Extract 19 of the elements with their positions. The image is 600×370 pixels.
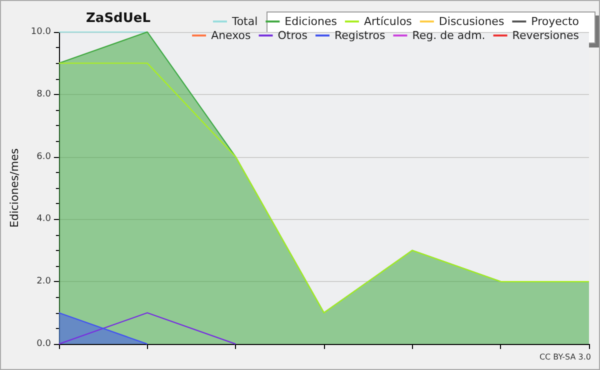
y-tick-label: 0.0 xyxy=(36,339,52,349)
legend-label: Reversiones xyxy=(512,29,580,42)
y-tick-label: 8.0 xyxy=(36,89,52,100)
legend-label: Total xyxy=(230,15,258,28)
text: CC BY-SA 3.0 xyxy=(539,352,592,362)
y-tick-label: 6.0 xyxy=(36,152,52,162)
legend-label: Ediciones xyxy=(284,15,338,28)
legend-label: Artículos xyxy=(364,15,412,28)
y-axis-title: Ediciones/mes xyxy=(8,148,21,228)
legend-label: Otros xyxy=(278,29,308,42)
legend-label: Reg. de adm. xyxy=(412,29,486,42)
legend-label: Discusiones xyxy=(438,15,504,28)
legend-label: Registros xyxy=(334,29,386,42)
legend-label: Proyecto xyxy=(531,15,580,28)
y-tick-label: 4.0 xyxy=(36,214,52,224)
y-tick-label: 10.0 xyxy=(30,27,52,37)
chart-title: ZaSdUeL xyxy=(86,11,151,26)
legend-label: Anexos xyxy=(211,29,252,42)
y-tick-label: 2.0 xyxy=(36,276,52,287)
